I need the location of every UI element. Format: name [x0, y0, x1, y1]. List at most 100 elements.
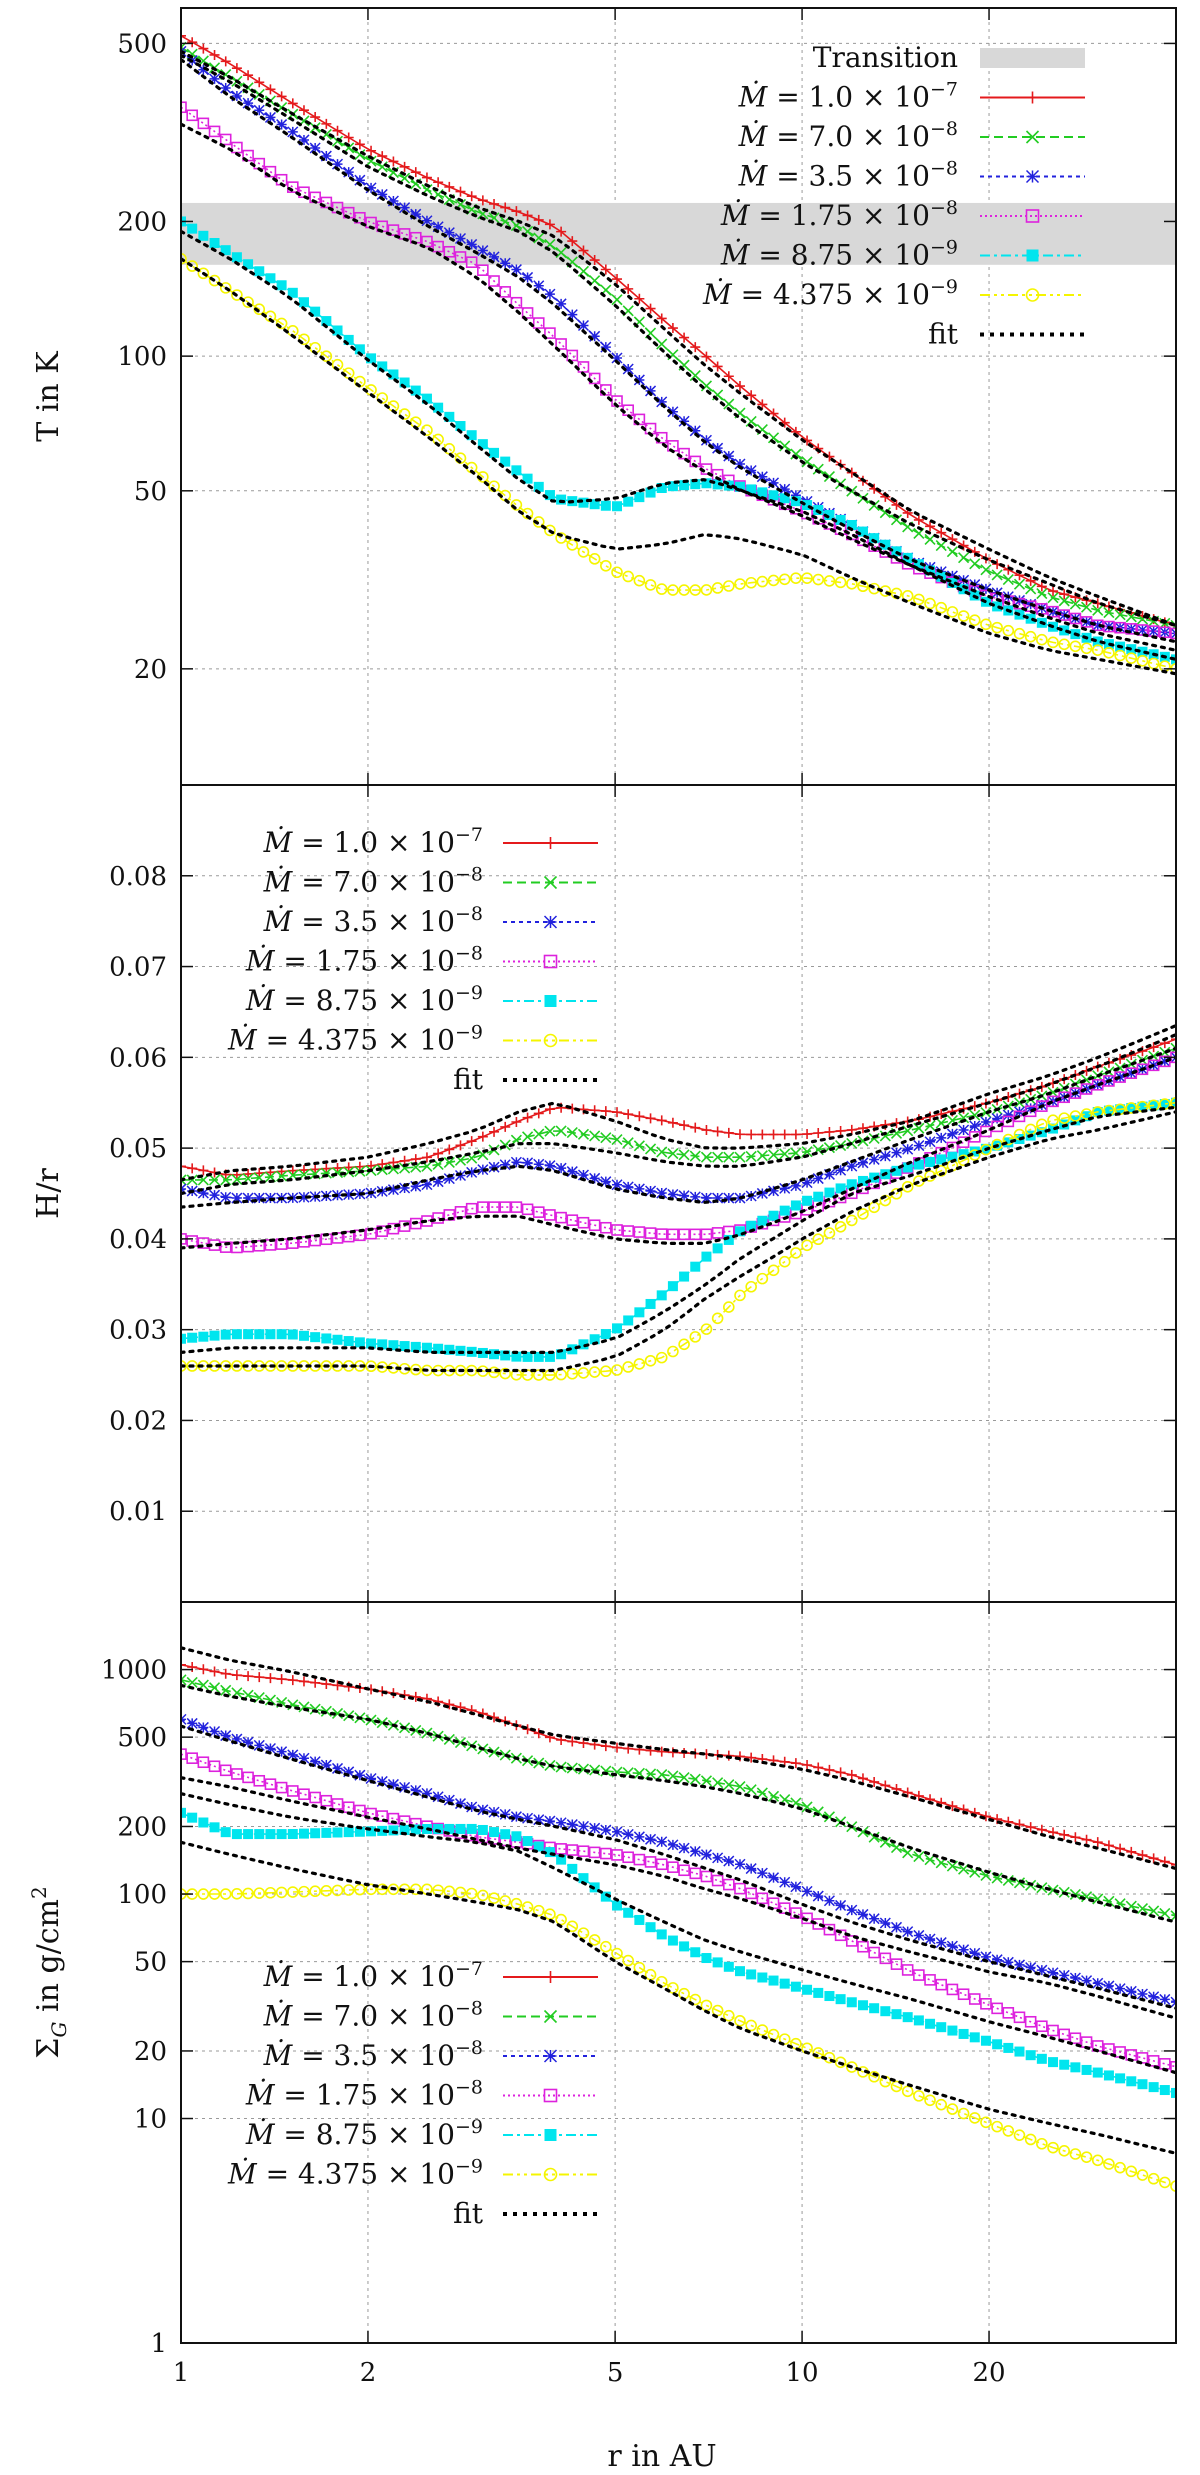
data-point-m1	[701, 1125, 712, 1136]
data-point-m3	[1047, 1967, 1059, 1979]
data-point-m1	[343, 132, 354, 143]
y-tick-label: 0.02	[109, 1406, 167, 1436]
data-point-m2	[577, 1128, 590, 1140]
data-point-m5	[556, 1854, 567, 1865]
data-point-m5	[310, 306, 321, 317]
data-point-m6	[633, 574, 646, 587]
data-point-m4	[644, 1227, 657, 1239]
data-point-m3	[1148, 625, 1160, 637]
data-point-m5	[958, 2028, 969, 2039]
data-point-m5	[231, 1829, 242, 1840]
data-point-m4	[320, 196, 333, 209]
data-point-m4	[544, 1209, 556, 1221]
data-point-m5	[645, 1298, 656, 1309]
data-point-m4	[734, 1882, 746, 1895]
data-point-m3	[577, 1169, 590, 1181]
data-point-m2	[734, 1151, 746, 1163]
data-point-m4	[197, 1237, 210, 1249]
legend-entry: Ṁ = 4.375 × 10−9	[227, 2156, 598, 2191]
plot-area	[181, 1646, 1176, 2192]
data-point-m4	[253, 1774, 266, 1787]
data-point-m6	[208, 1888, 221, 1900]
data-point-m2	[622, 1137, 634, 1149]
y-tick-label: 500	[117, 1723, 167, 1753]
data-point-m6	[790, 572, 802, 584]
data-point-m5	[1081, 1111, 1092, 1122]
data-point-m1	[433, 1148, 444, 1159]
legend-entry: Ṁ = 7.0 × 10−8	[738, 118, 1085, 153]
data-point-m4	[208, 1760, 221, 1773]
data-point-m1	[321, 118, 332, 129]
data-point-m3	[343, 1766, 355, 1778]
data-point-m5	[444, 1344, 455, 1355]
data-point-m5	[757, 487, 768, 498]
legend-label-m4: Ṁ = 1.75 × 10−8	[245, 943, 483, 978]
data-point-m3	[633, 1183, 645, 1195]
legend-entry: Ṁ = 8.75 × 10−9	[245, 2116, 598, 2151]
data-point-m3	[969, 1120, 981, 1132]
data-point-m6	[1069, 640, 1082, 653]
data-point-m2	[723, 1151, 735, 1163]
data-point-m1	[958, 1103, 969, 1114]
data-point-m5	[757, 1215, 768, 1226]
data-point-m4	[219, 1241, 232, 1253]
data-point-m2	[712, 1151, 724, 1163]
data-point-m4	[980, 1998, 992, 2010]
data-point-m2	[991, 569, 1003, 581]
data-point-m5	[813, 1191, 824, 1202]
data-point-m1	[1148, 1853, 1159, 1864]
data-point-m5	[377, 1339, 388, 1350]
data-point-m5	[1137, 646, 1148, 657]
data-point-m4	[1159, 2058, 1171, 2070]
data-point-m6	[946, 606, 959, 618]
data-point-m6	[264, 1886, 277, 1899]
data-point-m3	[387, 195, 399, 207]
data-point-m3	[354, 174, 366, 186]
series-line-m4	[181, 106, 1176, 635]
data-point-m6	[342, 1884, 355, 1896]
data-point-m6	[890, 2080, 903, 2093]
data-point-m3	[689, 425, 701, 437]
data-point-m3	[1148, 1991, 1160, 2003]
data-point-m6	[678, 1987, 690, 2000]
data-point-m3	[399, 202, 411, 214]
data-point-m5	[410, 385, 421, 396]
data-point-m1	[399, 161, 410, 172]
data-point-m2	[343, 1166, 355, 1178]
data-point-m3	[443, 227, 455, 239]
data-point-m6	[823, 1227, 836, 1239]
data-point-m2	[723, 398, 735, 410]
y-tick-label: 100	[117, 342, 167, 372]
data-point-m1	[388, 1157, 399, 1168]
data-point-m2	[644, 1768, 657, 1780]
data-point-m3	[522, 1157, 534, 1169]
data-point-m5	[511, 465, 522, 476]
data-point-m5	[366, 353, 377, 364]
data-point-m3	[645, 385, 657, 397]
legend-entry: Ṁ = 3.5 × 10−8	[738, 158, 1085, 193]
data-point-m1	[757, 399, 768, 410]
data-point-m6	[421, 424, 433, 437]
data-point-m1	[455, 186, 466, 197]
data-point-m5	[1159, 2085, 1170, 2096]
data-point-m4	[1058, 2028, 1071, 2041]
data-point-m6	[298, 1885, 310, 1898]
data-point-m6	[387, 1883, 400, 1896]
data-point-m5	[433, 1823, 444, 1834]
data-point-m3	[343, 1189, 355, 1201]
legend-entry: Ṁ = 7.0 × 10−8	[263, 864, 598, 899]
data-point-m4	[298, 1236, 310, 1248]
data-point-m4	[1047, 1095, 1059, 1108]
data-point-m5	[936, 2022, 947, 2033]
data-point-m5	[779, 1978, 790, 1989]
data-point-m6	[723, 1301, 735, 1313]
legend-marker-m1	[1026, 91, 1039, 104]
data-point-m6	[1002, 624, 1015, 637]
data-point-m2	[1069, 1888, 1081, 1901]
data-point-m3	[835, 1899, 847, 1911]
data-point-m6	[689, 584, 702, 596]
data-point-m2	[181, 1674, 187, 1686]
data-point-m5	[399, 1341, 410, 1352]
data-point-m5	[880, 539, 891, 550]
data-point-m4	[544, 327, 556, 339]
